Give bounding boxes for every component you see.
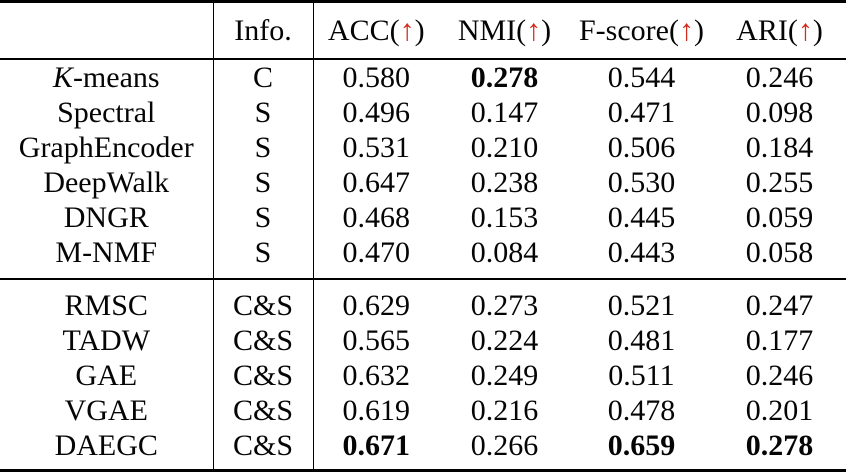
value-cell: 0.224 [470,324,539,357]
up-arrow-icon: ↑ [526,13,542,47]
column-header-ari: ARI(↑) [713,1,846,60]
method-cell: K-means [52,61,160,94]
table-row-dngr: DNGR S 0.468 0.153 0.445 0.059 [0,200,846,235]
table-group-content-and-structure: RMSC C&S 0.629 0.273 0.521 0.247 TADW C&S 0.565 0… [0,278,846,471]
value-cell: 0.565 [342,324,411,357]
column-header-nmi: NMI(↑) [439,1,570,60]
column-label: ARI [736,13,788,47]
table-row-graphencoder: GraphEncoder S 0.531 0.210 0.506 0.184 [0,130,846,165]
value-cell: 0.619 [342,394,411,427]
value-cell: 0.266 [470,429,539,462]
value-cell: 0.530 [607,166,676,199]
method-cell: M-NMF [55,236,158,269]
value-cell: 0.084 [470,236,539,269]
value-cell: 0.098 [745,96,814,129]
info-cell: C&S [212,278,314,323]
info-cell: C&S [212,323,314,358]
up-arrow-icon: ↑ [797,13,813,47]
value-cell: 0.506 [607,131,676,164]
value-cell: 0.153 [470,201,539,234]
header-row: Info. ACC(↑) NMI(↑) F-score(↑) ARI(↑) [0,1,846,60]
table-header: Info. ACC(↑) NMI(↑) F-score(↑) ARI(↑) [0,1,846,60]
value-cell: 0.443 [607,236,676,269]
value-cell: 0.201 [745,394,814,427]
value-cell: 0.246 [745,359,814,392]
method-cell: DAEGC [54,429,158,462]
method-cell: GraphEncoder [18,131,194,164]
column-label: NMI [457,13,517,47]
up-arrow-icon: ↑ [678,13,694,47]
value-cell: 0.247 [713,278,846,323]
value-cell: 0.671 [342,429,411,462]
info-cell: S [212,95,314,130]
info-cell: C [212,59,314,95]
value-cell: 0.255 [745,166,814,199]
info-cell: S [212,235,314,279]
value-cell: 0.278 [745,429,814,462]
table-row-tadw: TADW C&S 0.565 0.224 0.481 0.177 [0,323,846,358]
table-row-m-nmf: M-NMF S 0.470 0.084 0.443 0.058 [0,235,846,279]
value-cell: 0.147 [470,96,539,129]
column-label: ACC [327,13,390,47]
value-cell: 0.521 [570,278,713,323]
column-header-f-score: F-score(↑) [570,1,713,60]
value-cell: 0.478 [607,394,676,427]
info-cell: C&S [212,358,314,393]
value-cell: 0.210 [470,131,539,164]
value-cell: 0.470 [342,236,411,269]
value-cell: 0.216 [470,394,539,427]
info-cell: S [212,200,314,235]
value-cell: 0.468 [342,201,411,234]
value-cell: 0.238 [470,166,539,199]
value-cell: 0.659 [607,429,676,462]
value-cell: 0.273 [439,278,570,323]
value-cell: 0.580 [342,61,411,94]
table-row-daegc: DAEGC C&S 0.671 0.266 0.659 0.278 [0,428,846,471]
method-cell: VGAE [64,394,148,427]
info-cell: C&S [212,393,314,428]
table-row-deepwalk: DeepWalk S 0.647 0.238 0.530 0.255 [0,165,846,200]
value-cell: 0.471 [607,96,676,129]
value-cell: 0.647 [342,166,411,199]
value-cell: 0.278 [470,61,539,94]
value-cell: 0.544 [607,61,676,94]
value-cell: 0.511 [608,359,675,392]
info-cell: S [212,165,314,200]
math-variable: K [52,61,73,94]
method-cell: GAE [75,359,138,392]
value-cell: 0.177 [745,324,814,357]
method-cell: RMSC [0,278,213,323]
method-cell: DNGR [63,201,149,234]
value-cell: 0.058 [745,236,814,269]
table-group-content-only-and-structure-only: K-means C 0.580 0.278 0.544 0.246 Spectral S 0.4… [0,59,846,279]
table-row-gae: GAE C&S 0.632 0.249 0.511 0.246 [0,358,846,393]
value-cell: 0.249 [470,359,539,392]
value-cell: 0.445 [607,201,676,234]
up-arrow-icon: ↑ [399,13,415,47]
info-cell: S [212,130,314,165]
value-cell: 0.059 [745,201,814,234]
method-cell: Spectral [57,96,156,129]
method-cell: DeepWalk [43,166,170,199]
info-cell: C&S [212,428,314,471]
table-row-k-means: K-means C 0.580 0.278 0.544 0.246 [0,59,846,95]
column-label: F-score [579,13,669,47]
value-cell: 0.246 [745,61,814,94]
value-cell: 0.184 [745,131,814,164]
table-row-rmsc: RMSC C&S 0.629 0.273 0.521 0.247 [0,278,846,323]
value-cell: 0.629 [313,278,439,323]
value-cell: 0.481 [607,324,676,357]
value-cell: 0.531 [342,131,411,164]
column-header-empty [0,1,213,60]
table-row-vgae: VGAE C&S 0.619 0.216 0.478 0.201 [0,393,846,428]
column-header-acc: ACC(↑) [313,1,439,60]
value-cell: 0.632 [342,359,411,392]
column-label: Info. [234,13,292,47]
column-header-info-: Info. [212,1,314,60]
table-row-spectral: Spectral S 0.496 0.147 0.471 0.098 [0,95,846,130]
method-cell: TADW [62,324,151,357]
value-cell: 0.496 [342,96,411,129]
